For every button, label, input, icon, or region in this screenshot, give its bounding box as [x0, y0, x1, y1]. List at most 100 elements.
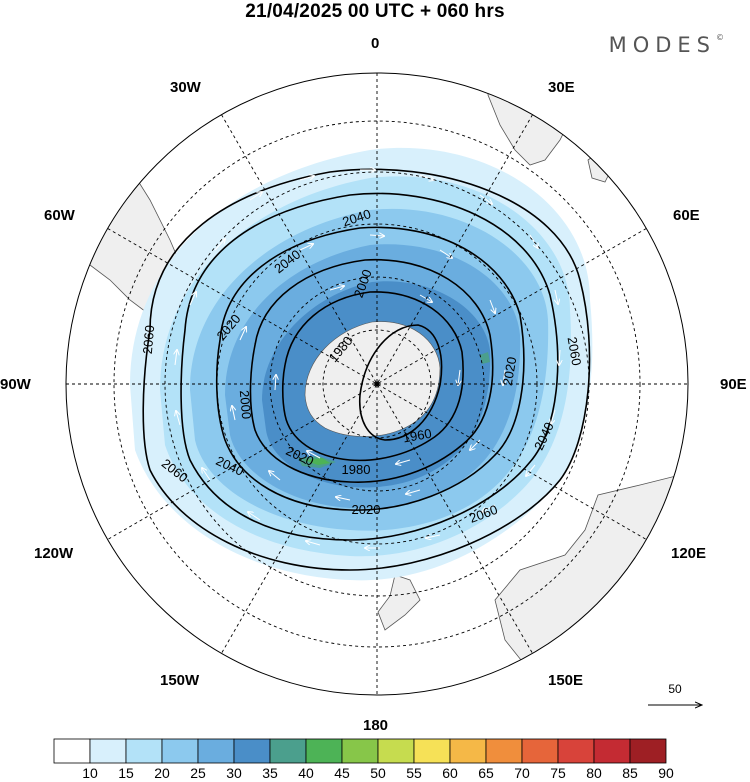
contour-2040: [180, 192, 559, 541]
map-title: 21/04/2025 00 UTC + 060 hrs: [245, 1, 505, 22]
wind-arrow: [406, 489, 421, 494]
wind-arrow: [479, 194, 492, 204]
wind-arrow: [482, 504, 496, 512]
colorbar-cell: [413, 738, 451, 764]
lon-label-60w: 60W: [44, 207, 75, 224]
wind-arrow: [559, 349, 560, 365]
wind-arrow: [426, 535, 441, 538]
wind-arrow: [470, 439, 481, 450]
graticule: [66, 73, 688, 695]
wind-arrow: [275, 375, 276, 391]
colorbar-cell: [485, 738, 523, 764]
colorbar-tick-label: 70: [514, 765, 530, 781]
colorbar-cell: [89, 738, 127, 764]
geopotential-contours: [142, 168, 591, 571]
colorbar-tick-label: 30: [226, 765, 242, 781]
wind-arrow: [306, 541, 321, 546]
lon-label-90w: 90W: [0, 376, 31, 393]
colorbar-cell: [161, 738, 199, 764]
colorbar-cell: [197, 738, 235, 764]
lon-label-90e: 90E: [720, 376, 747, 393]
wind-arrow: [176, 411, 181, 426]
wind-arrow: [419, 174, 434, 180]
colorbar-cell: [125, 738, 163, 764]
wind-arrow: [551, 409, 556, 424]
colorbar-cell: [233, 738, 271, 764]
brand-logo: MODES©: [609, 33, 724, 57]
contour-2060: [142, 168, 591, 571]
wind-arrow: [189, 292, 196, 306]
map-boundary: [65, 72, 689, 696]
contour-label: 2020: [500, 356, 520, 387]
lon-label-120e: 120E: [671, 545, 707, 562]
colorbar-cell: [269, 738, 307, 764]
lon-label-150e: 150E: [548, 672, 584, 689]
wind-arrow: [232, 406, 235, 421]
wind-arrow: [489, 299, 495, 313]
colorbar-cell: [305, 738, 343, 764]
lon-label-30w: 30W: [170, 79, 201, 96]
colorbar-tick-label: 80: [586, 765, 602, 781]
wind-arrow: [175, 350, 177, 366]
wind-arrow: [458, 369, 460, 385]
reference-vector-label: 50: [668, 682, 682, 696]
colorbar-cell: [377, 738, 415, 764]
wind-arrow: [239, 327, 246, 341]
contour-label: 1960: [402, 426, 433, 446]
wind-arrow: [336, 497, 351, 500]
lon-label-0: 0: [371, 35, 380, 52]
wind-arrow: [214, 239, 225, 251]
wind-arrow: [529, 234, 538, 248]
colorbar-tick-label: 55: [406, 765, 422, 781]
contour-2020: [215, 226, 525, 511]
colorbar-tick-label: 25: [190, 765, 206, 781]
colorbar-tick-label: 60: [442, 765, 458, 781]
wind-arrow: [299, 176, 314, 181]
colorbar-tick-label: 35: [262, 765, 278, 781]
lon-label-150w: 150W: [160, 672, 200, 689]
wind-arrow: [439, 249, 452, 258]
wind-arrow: [269, 471, 281, 481]
wind-arrow: [202, 468, 211, 481]
colorbar-tick-label: 65: [478, 765, 494, 781]
contour-label: 2000: [237, 390, 254, 420]
colorbar-cell: [557, 738, 595, 764]
colorbar-tick-label: 50: [370, 765, 386, 781]
contour-label: 2060: [140, 325, 157, 355]
south-pole-marker: [374, 381, 380, 387]
wind-arrow: [526, 464, 536, 476]
reference-vector: 50: [648, 682, 702, 705]
colorbar-tick-label: 40: [298, 765, 314, 781]
contour-label: 1980: [342, 462, 371, 477]
colorbar-cell: [521, 738, 559, 764]
contour-2000: [249, 258, 494, 483]
brand-mark: ©: [716, 33, 724, 42]
wind-arrow: [396, 459, 411, 464]
colorbar-cell: [449, 738, 487, 764]
wind-arrow: [503, 369, 505, 385]
wind-arrow: [249, 192, 262, 201]
colorbar-tick-label: 45: [334, 765, 350, 781]
colorbar-tick-label: 10: [82, 765, 98, 781]
colorbar-cell: [53, 738, 91, 764]
wind-arrow: [555, 289, 558, 304]
colorbar-cell: [629, 738, 667, 764]
lon-label-30e: 30E: [548, 79, 575, 96]
brand-name: MODES: [608, 33, 716, 57]
colorbar-tick-label: 15: [118, 765, 134, 781]
colorbar-tick-label: 90: [658, 765, 674, 781]
colorbar-cell: [341, 738, 379, 764]
new-zealand-land: [377, 574, 421, 631]
lon-label-60e: 60E: [673, 207, 700, 224]
contour-1980: [281, 291, 464, 462]
colorbar-cell: [593, 738, 631, 764]
wind-arrow: [329, 286, 344, 291]
lon-label-180: 180: [363, 717, 389, 734]
wind-arrow: [299, 244, 313, 251]
contour-label: 2060: [565, 336, 585, 367]
contour-label: 2020: [352, 502, 381, 517]
colorbar-tick-label: 85: [622, 765, 638, 781]
colorbar-tick-label: 75: [550, 765, 566, 781]
